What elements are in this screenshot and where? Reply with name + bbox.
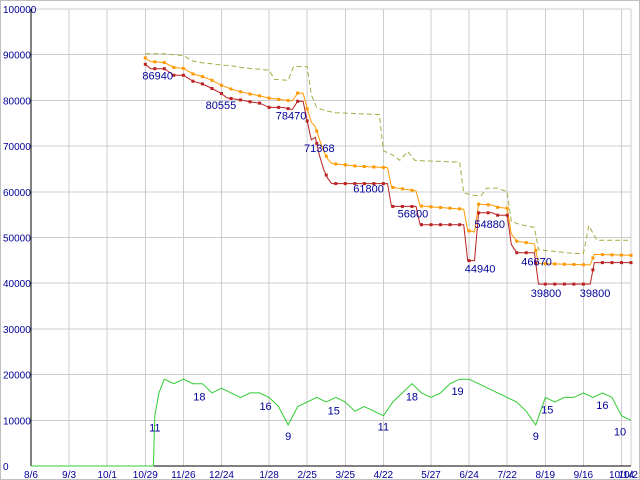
x-axis-label: 4/22 [374, 470, 394, 480]
store-count-point-label: 19 [451, 386, 463, 398]
store-count-point-label: 11 [149, 423, 160, 435]
y-axis-label: 100000 [3, 5, 37, 16]
x-axis-label: 6/24 [459, 470, 479, 480]
store-count-point-label: 16 [259, 401, 271, 413]
x-axis-label: 10/29 [133, 470, 158, 480]
y-axis-label: 20000 [3, 371, 31, 382]
store-count-point-label: 10 [614, 426, 626, 438]
y-axis-label: 70000 [3, 142, 31, 153]
min-price-point-label: 46670 [521, 257, 552, 269]
min-price-point-label: 54880 [474, 219, 505, 231]
x-axis-label: 7/22 [497, 470, 517, 480]
avg-price-line [145, 57, 632, 266]
x-axis-label: 8/6 [24, 470, 38, 480]
x-axis-label: 1/28 [259, 470, 279, 480]
y-axis-label: 90000 [3, 51, 31, 62]
store-count-line [31, 378, 632, 467]
store-count-point-label: 15 [328, 405, 340, 417]
y-axis-label: 30000 [3, 325, 31, 336]
y-axis-label: 40000 [3, 279, 31, 290]
min-price-point-label: 39800 [580, 288, 611, 300]
x-axis-label: 10/14 [609, 470, 634, 480]
store-count-point-label: 9 [533, 431, 539, 443]
x-axis-label: 12/24 [209, 470, 234, 480]
y-axis-label: 60000 [3, 188, 31, 199]
series-store-count: 11 18 16 9 15 11 18 19 9 15 16 10 [31, 378, 632, 467]
gridlines [30, 8, 632, 467]
store-count-point-label: 9 [285, 431, 291, 443]
x-axis-label: 2/25 [297, 470, 317, 480]
min-price-point-label: 61800 [353, 184, 384, 196]
x-axis-label: 11/26 [171, 470, 196, 480]
x-axis-label: 10/21 [618, 470, 640, 480]
series-min-price: 86940 80555 78470 71368 61800 56800 54880 44940… [142, 62, 633, 300]
min-price-point-label: 78470 [276, 110, 307, 122]
store-count-point-label: 18 [193, 392, 205, 404]
x-axis-label: 8/19 [536, 470, 556, 480]
y-axis-label: 0 [3, 462, 9, 473]
max-price-line [145, 53, 631, 254]
store-count-point-label: 15 [541, 404, 553, 416]
x-axis-label: 10/1 [97, 470, 117, 480]
min-price-line [144, 63, 631, 285]
min-price-markers [143, 62, 633, 286]
store-count-point-label: 16 [596, 400, 608, 412]
x-axis-label: 3/25 [336, 470, 356, 480]
x-axis-label: 9/16 [574, 470, 594, 480]
store-count-point-label: 18 [406, 392, 418, 404]
y-axis-label: 10000 [3, 416, 31, 427]
min-price-point-label: 39800 [531, 288, 562, 300]
series-max-price [145, 53, 631, 254]
x-axis-label: 5/27 [421, 470, 441, 480]
min-price-point-label: 86940 [142, 71, 173, 83]
min-price-point-label: 56800 [398, 208, 429, 220]
min-price-point-label: 80555 [206, 100, 237, 112]
x-axis-label: 9/3 [62, 470, 76, 480]
y-axis-label: 50000 [3, 234, 31, 245]
avg-price-markers [143, 56, 633, 267]
x-axis-labels: 8/6 9/3 10/1 10/29 11/26 12/24 1/28 2/25 3/25 4/2… [24, 470, 640, 480]
series-avg-price [143, 56, 633, 267]
y-axis-label: 80000 [3, 96, 31, 107]
y-axis-labels: 1000009000080000700006000050000400003000… [3, 5, 37, 473]
min-price-point-label: 44940 [465, 264, 496, 276]
min-price-point-label: 71368 [304, 143, 335, 155]
store-count-point-label: 11 [378, 422, 389, 434]
